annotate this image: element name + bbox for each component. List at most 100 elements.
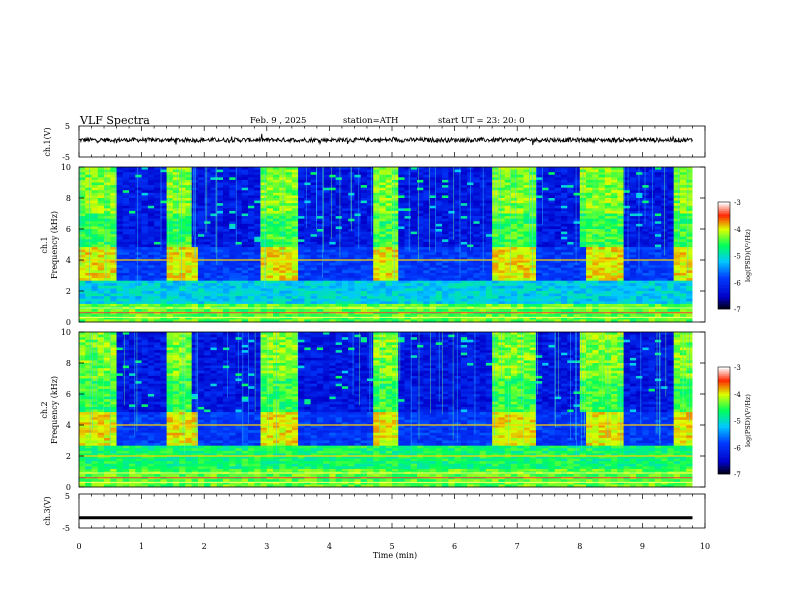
spectrogram-cell: [141, 241, 149, 245]
spectrogram-cell: [110, 285, 117, 289]
spectrogram-cell: [504, 234, 512, 238]
spectrogram-cell: [435, 174, 443, 178]
spectrogram-cell: [166, 288, 174, 292]
spectrogram-cell: [417, 190, 424, 194]
spectrogram-cell: [454, 226, 462, 230]
spectrogram-cell: [510, 262, 518, 266]
spectrogram-cell: [523, 278, 531, 282]
spectrogram-cell: [561, 223, 568, 227]
spectrogram-cell: [122, 236, 130, 240]
spectrogram-cell: [573, 187, 581, 191]
spectrogram-cell: [97, 249, 105, 253]
spectrogram-cell: [266, 177, 274, 181]
spectrogram-cell: [97, 303, 105, 307]
spectrogram-cell: [122, 303, 130, 307]
spectrogram-cell: [316, 167, 324, 170]
spectrogram-cell: [360, 210, 368, 214]
spectrogram-cell: [222, 280, 230, 284]
spectrogram-cell: [273, 167, 280, 170]
spectrogram-cell: [417, 169, 424, 173]
spectrogram-cell: [535, 221, 543, 225]
spectrogram-cell: [429, 236, 437, 240]
spectrogram-cell: [172, 309, 180, 313]
spectrogram-cell: [197, 309, 205, 313]
spectrogram-cell: [216, 283, 224, 287]
spectrogram-cell: [410, 252, 418, 256]
spectrogram-cell: [304, 285, 312, 289]
spectrogram-cell: [567, 185, 574, 189]
spectrogram-cell: [135, 241, 142, 245]
spectrogram-cell: [485, 231, 493, 235]
spectrogram-cell: [197, 223, 205, 227]
spectrogram-cell: [366, 231, 374, 235]
spectrogram-cell: [160, 293, 168, 297]
spectrogram-cell: [579, 291, 587, 294]
spectrogram-cell: [373, 254, 380, 258]
spectrogram-cell: [204, 298, 211, 302]
spectrogram-cell: [329, 185, 337, 189]
spectrogram-cell: [91, 293, 99, 297]
spectrogram-cell: [360, 229, 368, 232]
spectrogram-cell: [197, 316, 205, 320]
spectrogram-cell: [129, 203, 136, 207]
spectrogram-cell: [535, 172, 543, 176]
spectrogram-cell: [229, 174, 236, 178]
spectrogram-cell: [335, 249, 343, 253]
spectrogram-cell: [160, 182, 168, 186]
spectrogram-cell: [404, 309, 412, 313]
spectrogram-cell: [229, 195, 236, 199]
spectrogram-cell: [285, 174, 293, 178]
spectrogram-cell: [429, 270, 437, 274]
spectrogram-cell: [260, 257, 268, 261]
spectrogram-cell: [135, 314, 142, 318]
spectrogram-cell: [216, 187, 224, 191]
spectrogram-cell: [517, 190, 524, 194]
spectrogram-cell: [398, 236, 405, 240]
spectrogram-cell: [116, 257, 124, 261]
spectrogram-cell: [85, 218, 92, 222]
spectrogram-cell: [567, 296, 574, 300]
spectrogram-cell: [91, 254, 99, 258]
spectrogram-cell: [79, 291, 86, 294]
spectrogram-cell: [535, 179, 543, 183]
spectrogram-cell: [504, 169, 512, 173]
spectrogram-cell: [392, 203, 399, 207]
spectrogram-cell: [535, 226, 543, 230]
spectrogram-cell: [485, 210, 493, 214]
spectrogram-cell: [254, 169, 261, 173]
spectrogram-cell: [204, 239, 211, 243]
spectrogram-cell: [523, 288, 531, 292]
spectrogram-cell: [154, 283, 161, 287]
spectrogram-cell: [197, 205, 205, 209]
spectrogram-cell: [567, 241, 574, 245]
spectrogram-cell: [235, 252, 243, 256]
spectrogram-cell: [191, 272, 199, 276]
spectrogram-cell: [435, 213, 443, 217]
spectrogram-cell: [460, 278, 468, 282]
spectrogram-cell: [135, 280, 142, 284]
spectrogram-cell: [135, 205, 142, 209]
spectrogram-cell: [166, 265, 174, 269]
spectrogram-cell: [366, 179, 374, 183]
spectrogram-cell: [354, 270, 362, 274]
spectrogram-cell: [291, 309, 299, 313]
spectrogram-cell: [448, 309, 455, 313]
spectrogram-cell: [172, 229, 180, 232]
spectrogram-cell: [454, 210, 462, 214]
spectrogram-cell: [285, 275, 293, 279]
spectrogram-cell: [254, 239, 261, 243]
spectrogram-cell: [204, 270, 211, 274]
spectrogram-cell: [504, 208, 512, 212]
spectrogram-cell: [542, 218, 549, 222]
spectrogram-cell: [79, 298, 86, 302]
spectrogram-cell: [335, 198, 343, 201]
spectrogram-cell: [285, 198, 293, 201]
spectrogram-cell: [529, 291, 537, 294]
spectrogram-cell: [160, 234, 168, 238]
spectrogram-cell: [197, 208, 205, 212]
spectrogram-cell: [204, 293, 211, 297]
spectrogram-cell: [129, 223, 136, 227]
spectrogram-cell: [385, 293, 393, 297]
spectrogram-cell: [135, 319, 142, 323]
spectrogram-cell: [542, 270, 549, 274]
